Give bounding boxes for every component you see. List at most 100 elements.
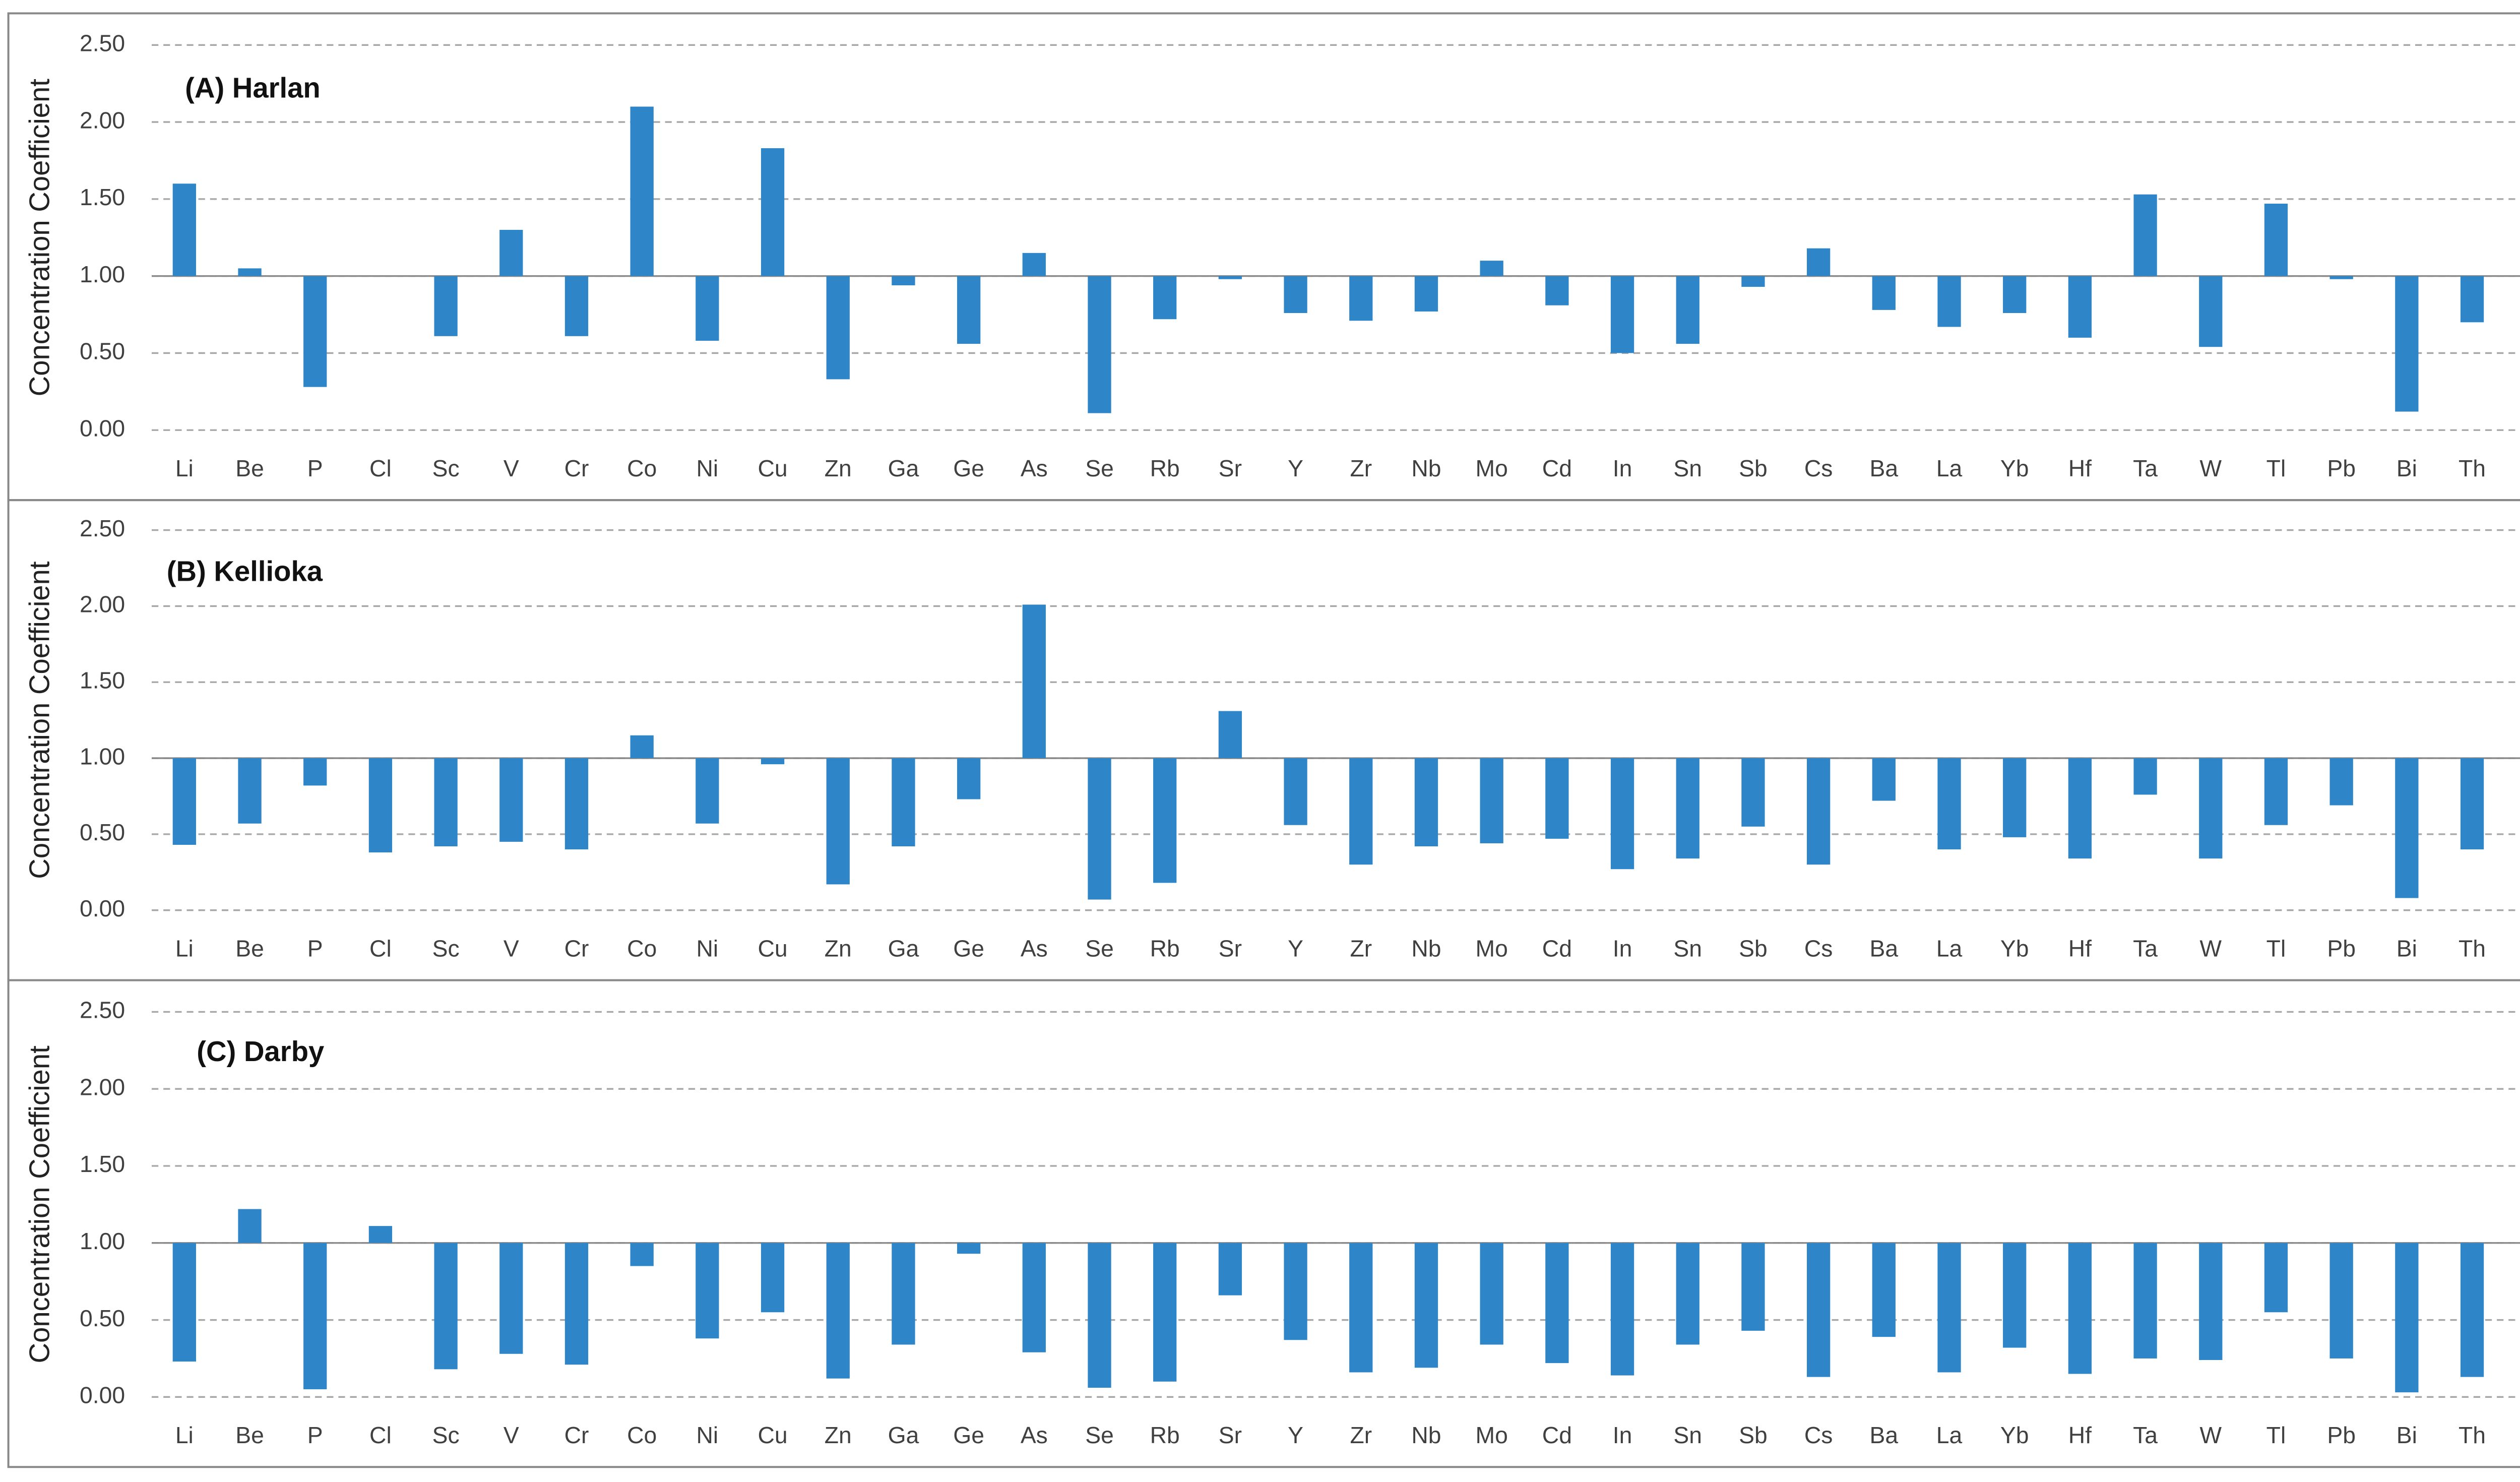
- bar: [826, 276, 850, 380]
- bar: [1284, 276, 1307, 313]
- bar: [1349, 1243, 1373, 1373]
- bar: [1218, 276, 1242, 279]
- x-tick-label: Ta: [2133, 1422, 2158, 1448]
- x-tick-label: Co: [627, 1422, 657, 1448]
- x-tick-label: In: [1613, 935, 1632, 961]
- y-tick-label: 0.50: [80, 1305, 125, 1331]
- bar: [2068, 276, 2092, 338]
- y-tick-label: 0.00: [80, 895, 125, 921]
- bar: [2068, 758, 2092, 859]
- x-tick-label: Zn: [825, 455, 852, 481]
- bar: [2329, 276, 2353, 279]
- bar: [2460, 758, 2484, 850]
- y-axis-label: Concentration Coefficient: [24, 79, 55, 397]
- x-tick-label: V: [503, 1422, 519, 1448]
- bar: [761, 758, 785, 765]
- bar: [1545, 1243, 1569, 1364]
- bar: [1545, 276, 1569, 305]
- bar: [1284, 758, 1307, 825]
- x-tick-label: Th: [2459, 455, 2486, 481]
- bar: [1676, 758, 1699, 859]
- x-tick-label: Zr: [1350, 455, 1372, 481]
- bar: [1088, 758, 1111, 900]
- x-tick-label: Yb: [2000, 455, 2029, 481]
- x-tick-label: P: [307, 1422, 323, 1448]
- bar: [2199, 1243, 2223, 1361]
- x-tick-label: Ta: [2133, 935, 2158, 961]
- x-tick-label: Zn: [825, 935, 852, 961]
- x-tick-label: Ga: [888, 1422, 919, 1448]
- y-tick-label: 0.50: [80, 819, 125, 845]
- y-tick-label: 1.50: [80, 667, 125, 693]
- x-tick-label: Cu: [758, 935, 787, 961]
- bar: [2133, 758, 2157, 795]
- x-tick-label: La: [1936, 455, 1963, 481]
- bar: [499, 758, 523, 842]
- x-tick-label: Cl: [369, 1422, 392, 1448]
- x-tick-label: W: [2199, 1422, 2222, 1448]
- x-tick-label: Hf: [2068, 1422, 2092, 1448]
- bar: [238, 758, 262, 824]
- x-tick-label: Sb: [1739, 455, 1768, 481]
- x-tick-label: Y: [1288, 1422, 1303, 1448]
- bar: [761, 148, 785, 276]
- bar: [892, 276, 915, 285]
- x-tick-label: Sc: [432, 935, 460, 961]
- bar: [1545, 758, 1569, 839]
- bar: [1022, 253, 1046, 276]
- x-tick-label: Tl: [2266, 935, 2286, 961]
- bar: [957, 276, 981, 344]
- bar: [564, 758, 589, 850]
- panel-title: (B) Kellioka: [167, 555, 323, 587]
- x-tick-label: Bi: [2397, 455, 2417, 481]
- x-tick-label: Li: [175, 935, 194, 961]
- bar: [564, 276, 589, 336]
- bar: [434, 276, 458, 336]
- bar: [172, 1243, 196, 1362]
- bar: [1414, 758, 1438, 846]
- bar: [2460, 1243, 2484, 1377]
- bar: [303, 758, 327, 786]
- x-tick-label: Sn: [1673, 935, 1702, 961]
- bar: [2003, 1243, 2027, 1348]
- y-tick-label: 1.00: [80, 261, 125, 287]
- x-tick-label: Cl: [369, 935, 392, 961]
- x-tick-label: Cl: [369, 455, 392, 481]
- bar: [2264, 758, 2288, 825]
- bar: [696, 1243, 719, 1339]
- x-tick-label: Rb: [1150, 455, 1180, 481]
- x-tick-label: Ni: [697, 455, 719, 481]
- panel-frame: [7, 499, 2520, 981]
- x-tick-label: Rb: [1150, 935, 1180, 961]
- bar: [2395, 758, 2419, 898]
- bar: [2395, 276, 2419, 412]
- x-tick-label: Li: [175, 1422, 194, 1448]
- x-tick-label: V: [503, 935, 519, 961]
- x-tick-label: Sn: [1673, 1422, 1702, 1448]
- bar: [1937, 758, 1961, 850]
- x-tick-label: Ge: [953, 935, 984, 961]
- x-tick-label: Y: [1288, 455, 1303, 481]
- x-tick-label: Cr: [564, 935, 589, 961]
- x-tick-label: Ga: [888, 935, 919, 961]
- bar: [1872, 1243, 1896, 1337]
- x-tick-label: As: [1021, 1422, 1048, 1448]
- bar: [2460, 276, 2484, 323]
- x-tick-label: Se: [1085, 1422, 1114, 1448]
- x-tick-label: V: [503, 455, 519, 481]
- x-tick-label: Th: [2459, 935, 2486, 961]
- y-tick-label: 0.50: [80, 338, 125, 364]
- bar: [1610, 276, 1634, 353]
- x-tick-label: Cu: [758, 1422, 787, 1448]
- bar: [696, 276, 719, 341]
- bar: [238, 1209, 262, 1243]
- bar: [2003, 276, 2027, 313]
- bar: [2395, 1243, 2419, 1393]
- x-tick-label: Ba: [1870, 455, 1899, 481]
- bar: [303, 276, 327, 387]
- bar: [2199, 276, 2223, 347]
- x-tick-label: As: [1021, 935, 1048, 961]
- bar: [1676, 1243, 1699, 1345]
- bar: [1022, 604, 1046, 759]
